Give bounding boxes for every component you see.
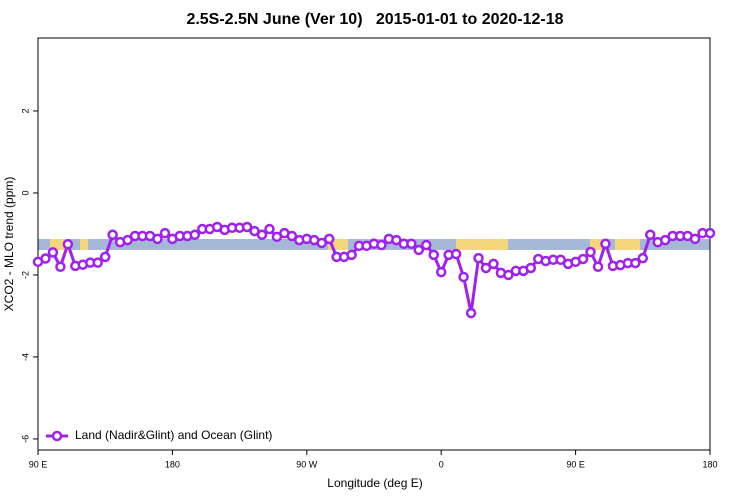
data-point [592,261,604,273]
data-point [122,234,133,246]
y-axis-label: XCO2 - MLO trend (ppm) [2,177,16,312]
data-point [107,229,118,241]
data-point [189,229,201,241]
land-strip [456,239,508,250]
data-point [406,238,417,250]
y-tick-label: -2 [20,271,30,279]
data-point [659,234,671,246]
data-point [99,251,111,263]
data-point [47,247,59,258]
x-axis-label: Longitude (deg E) [327,476,422,490]
data-point [600,238,611,250]
legend-label: Land (Nadir&Glint) and Ocean (Glint) [75,428,272,442]
data-point [473,252,484,264]
land-strip [80,239,88,250]
data-point [316,237,327,249]
x-tick-label: 90 E [29,459,48,469]
data-point [286,230,298,242]
data-point [577,253,589,265]
data-point [62,238,74,250]
x-tick-label: 180 [702,459,717,469]
data-point [630,257,641,269]
data-point [525,262,537,274]
data-point [637,252,649,264]
data-point [92,257,103,268]
land-strip [328,239,348,250]
data-point [488,258,499,270]
data-point [689,233,701,245]
land-strip [615,239,640,250]
chart-title: 2.5S-2.5N June (Ver 10) 2015-01-01 to 20… [186,11,563,28]
plot-frame [37,37,711,451]
data-point [555,254,566,266]
data-point [264,223,275,235]
x-tick-label: 180 [165,459,180,469]
data-point [421,239,432,251]
y-tick-label: 0 [20,190,30,195]
data-point [450,248,462,260]
data-point [458,271,469,283]
data-point [346,249,357,261]
x-tick-label: 0 [439,459,444,469]
y-tick-label: -6 [20,435,30,443]
data-point [152,233,163,245]
data-point [645,229,656,241]
land-strip [50,239,68,250]
data-point [503,269,514,281]
data-point [435,266,447,278]
legend-marker [51,430,63,442]
data-point [413,244,425,256]
data-point [55,261,66,273]
y-tick-label: -4 [20,353,30,361]
data-point [480,262,492,274]
data-point [40,253,51,264]
data-point [376,239,387,251]
y-tick-label: 2 [20,108,30,113]
x-tick-label: 90 E [566,459,585,469]
data-point [428,249,439,261]
data-point [704,227,716,239]
data-point [241,221,253,233]
data-point [585,246,596,258]
land-strip [590,239,602,250]
data-point [159,227,171,239]
data-point [323,233,335,245]
data-point [256,229,268,241]
data-point [465,307,477,319]
x-tick-label: 90 W [296,459,318,469]
